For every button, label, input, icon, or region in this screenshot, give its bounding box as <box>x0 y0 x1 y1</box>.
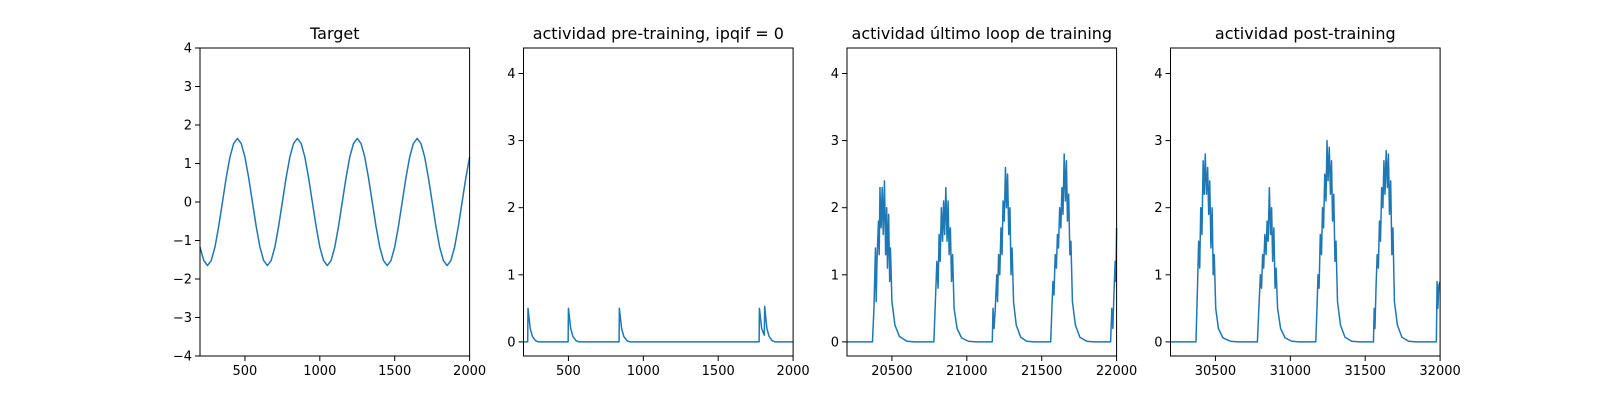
y-tick-label: 3 <box>831 134 839 149</box>
y-tick-label: 4 <box>507 67 515 82</box>
y-tick-label: 1 <box>831 268 839 283</box>
y-tick-label: −1 <box>173 234 192 249</box>
axes-frame <box>846 47 1118 357</box>
axes-frame <box>1170 47 1441 357</box>
x-tick-label: 1500 <box>702 364 735 379</box>
y-tick-label: 2 <box>831 201 839 216</box>
x-tick-label: 31000 <box>1270 364 1311 379</box>
y-tick-label: 0 <box>184 196 192 211</box>
x-tick-label: 31500 <box>1345 364 1386 379</box>
y-tick-label: −4 <box>173 350 192 365</box>
x-tick-label: 21500 <box>1021 364 1062 379</box>
y-tick-label: −2 <box>173 273 192 288</box>
data-line <box>1170 139 1441 343</box>
data-line <box>199 137 471 267</box>
y-tick-label: 4 <box>831 67 839 82</box>
chart-title: actividad último loop de training <box>852 24 1113 43</box>
y-tick-label: 2 <box>1154 201 1162 216</box>
chart-title: actividad post-training <box>1215 24 1396 43</box>
x-tick-label: 32000 <box>1419 364 1460 379</box>
y-tick-label: 1 <box>184 157 192 172</box>
y-tick-label: 0 <box>831 335 839 350</box>
y-tick-label: 2 <box>184 119 192 134</box>
x-tick-label: 21000 <box>946 364 987 379</box>
y-tick-label: 4 <box>184 42 192 57</box>
x-tick-label: 500 <box>233 364 258 379</box>
y-tick-label: 4 <box>1154 67 1162 82</box>
y-tick-label: 1 <box>1154 268 1162 283</box>
data-line <box>523 305 794 343</box>
x-tick-label: 2000 <box>777 364 810 379</box>
x-tick-label: 30500 <box>1195 364 1236 379</box>
y-tick-label: 3 <box>1154 134 1162 149</box>
y-tick-label: 0 <box>507 335 515 350</box>
x-tick-label: 22000 <box>1096 364 1137 379</box>
y-tick-label: 2 <box>507 201 515 216</box>
x-tick-label: 1000 <box>627 364 660 379</box>
axes-frame <box>199 47 471 357</box>
x-tick-label: 2000 <box>453 364 486 379</box>
y-tick-label: 3 <box>184 80 192 95</box>
x-tick-label: 1500 <box>378 364 411 379</box>
x-tick-label: 1000 <box>303 364 336 379</box>
x-tick-label: 500 <box>556 364 581 379</box>
y-tick-label: 3 <box>507 134 515 149</box>
y-tick-label: −3 <box>173 311 192 326</box>
chart-title: Target <box>309 24 360 43</box>
y-tick-label: 1 <box>507 268 515 283</box>
x-tick-label: 20500 <box>871 364 912 379</box>
data-line <box>847 153 1118 343</box>
y-tick-label: 0 <box>1154 335 1162 350</box>
axes-frame <box>523 47 794 357</box>
chart-title: actividad pre-training, ipqif = 0 <box>533 24 784 43</box>
